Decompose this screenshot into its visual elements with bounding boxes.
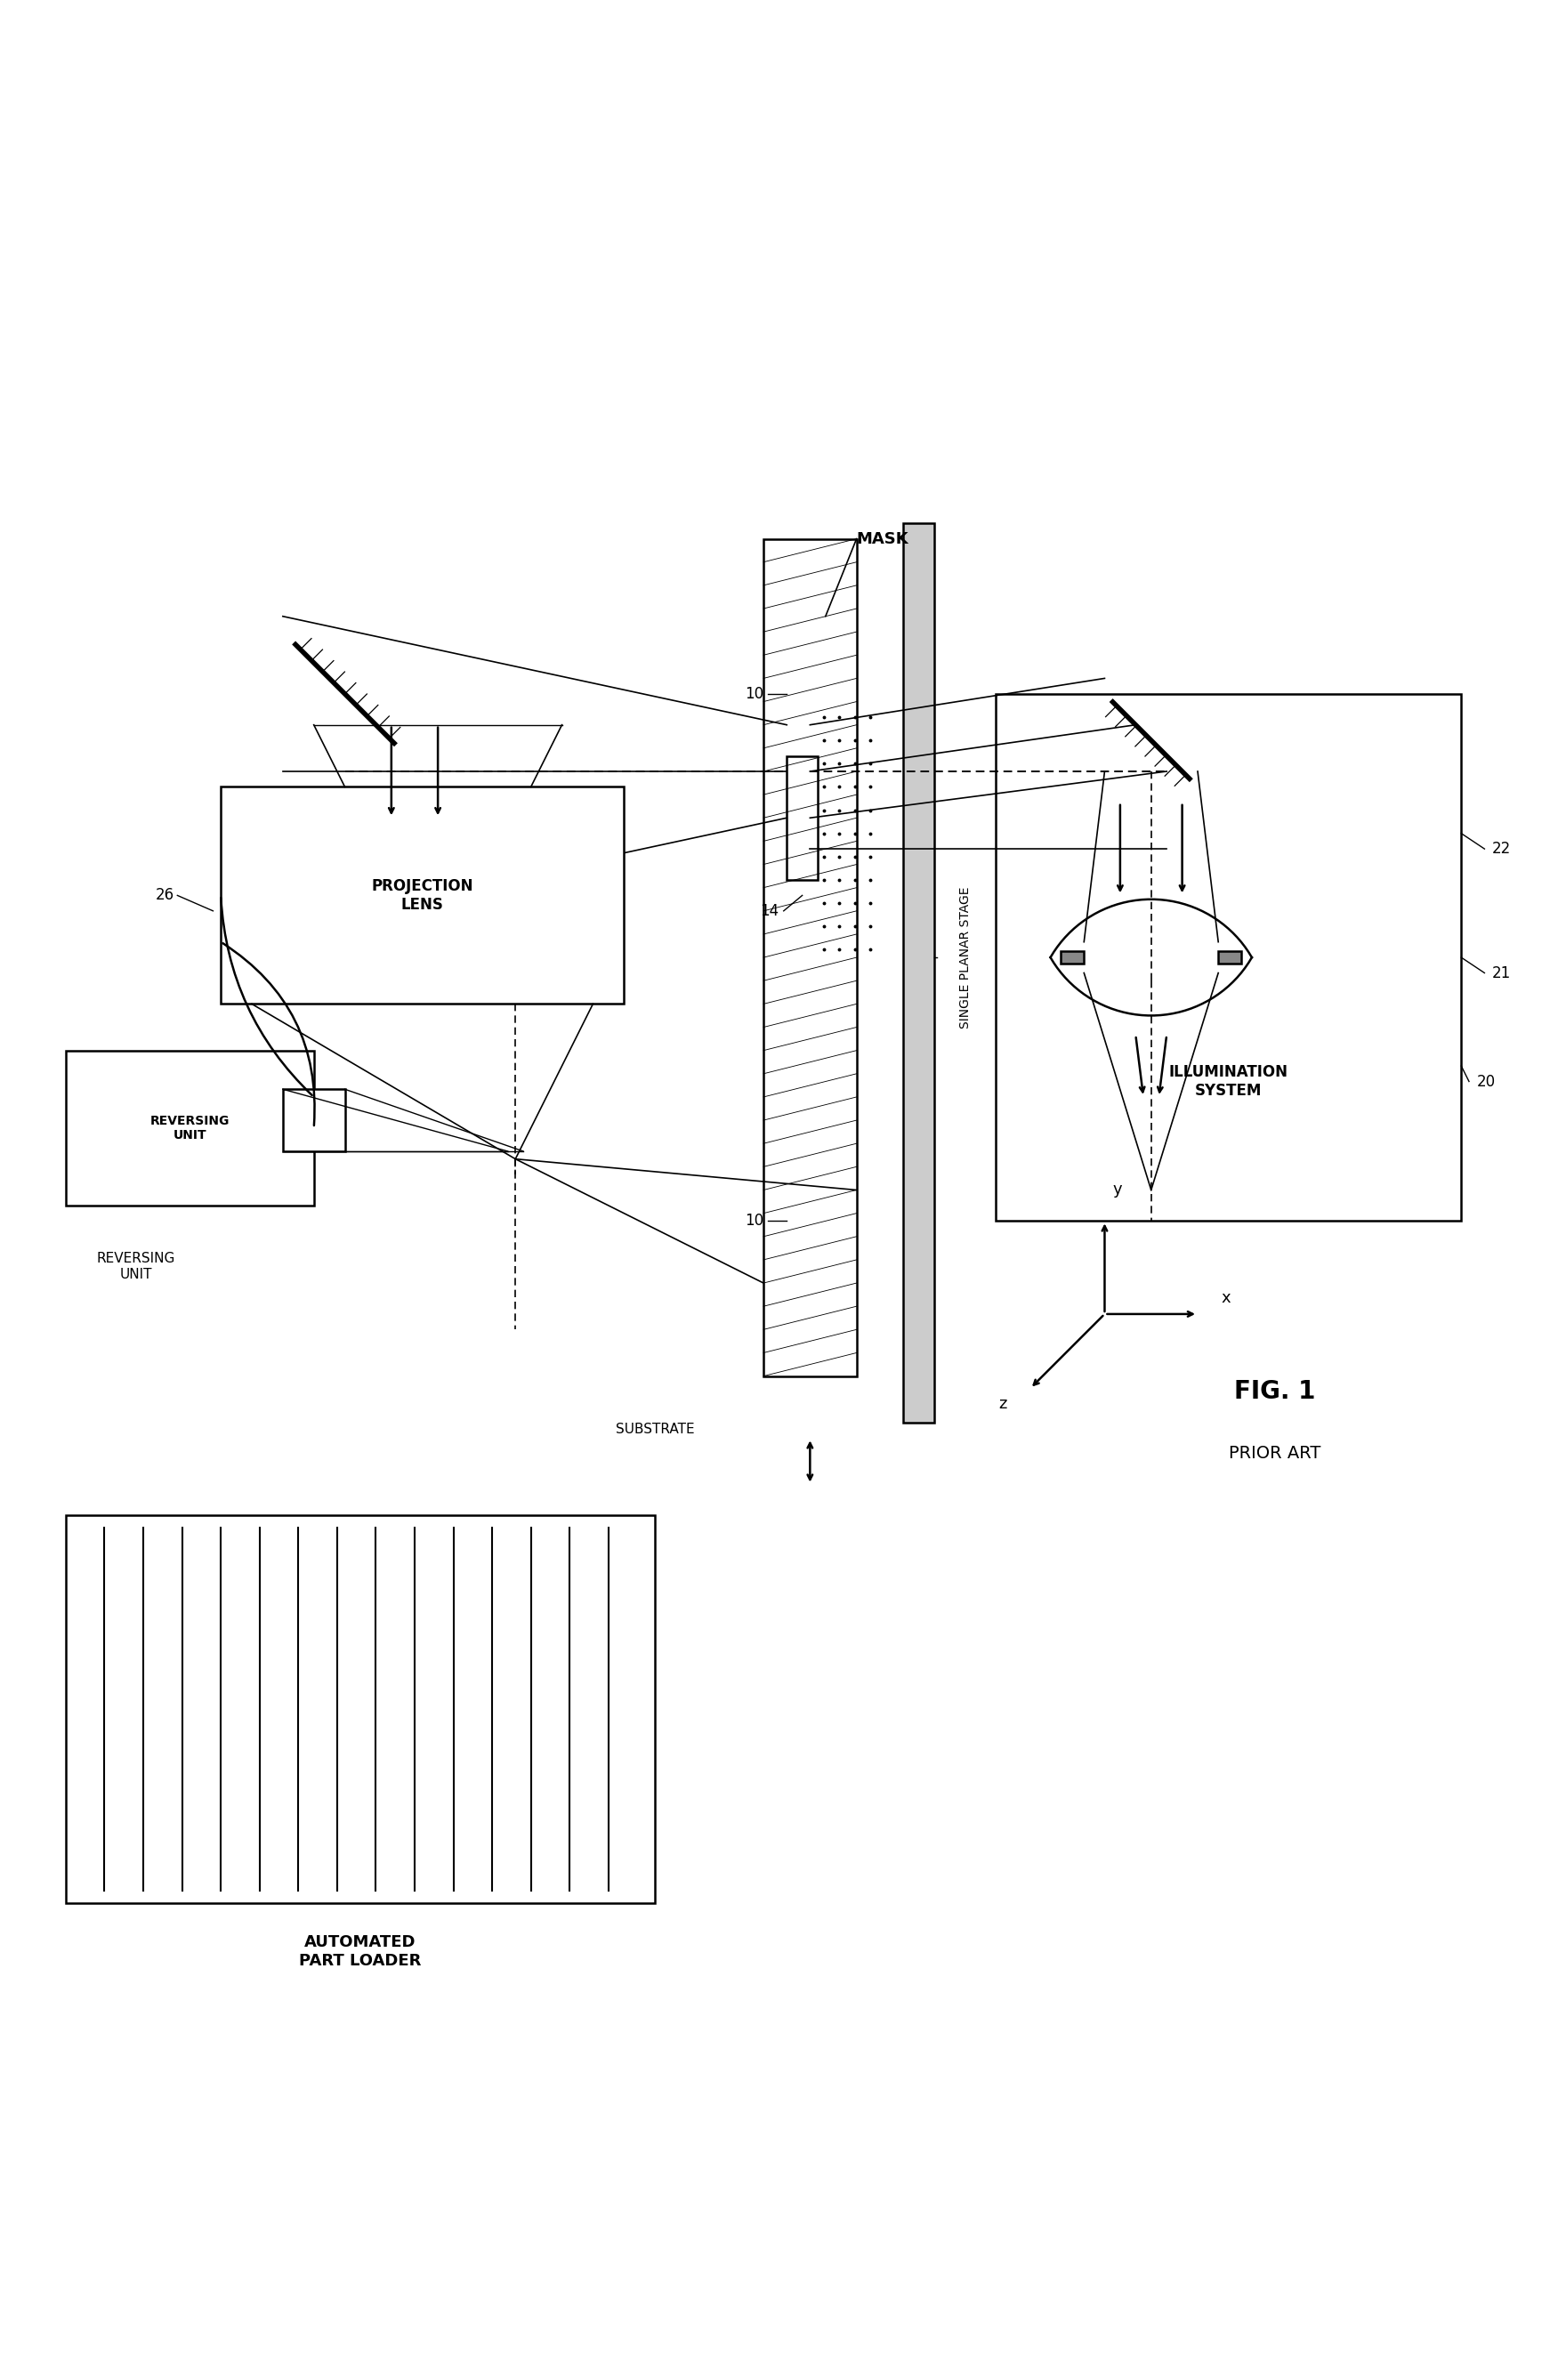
Text: SINGLE PLANAR STAGE: SINGLE PLANAR STAGE xyxy=(958,885,971,1028)
Text: REVERSING
UNIT: REVERSING UNIT xyxy=(97,1252,176,1280)
Bar xyxy=(284,1090,344,1152)
Bar xyxy=(65,1050,313,1207)
Text: 22: 22 xyxy=(1493,840,1511,857)
Text: SUBSTRATE: SUBSTRATE xyxy=(615,1423,695,1435)
Bar xyxy=(1061,952,1084,964)
Text: AUTOMATED
PART LOADER: AUTOMATED PART LOADER xyxy=(299,1935,422,1968)
Text: ILLUMINATION
SYSTEM: ILLUMINATION SYSTEM xyxy=(1168,1064,1288,1100)
Text: x: x xyxy=(1221,1290,1231,1307)
Text: FIG. 1: FIG. 1 xyxy=(1234,1378,1317,1404)
Text: 10: 10 xyxy=(745,685,763,702)
Text: y: y xyxy=(1112,1183,1122,1197)
Bar xyxy=(221,788,623,1004)
Text: PRIOR ART: PRIOR ART xyxy=(1229,1445,1321,1461)
Text: 26: 26 xyxy=(156,888,174,904)
Text: 20: 20 xyxy=(1477,1073,1496,1090)
Text: MASK: MASK xyxy=(857,531,908,547)
Text: 21: 21 xyxy=(1493,964,1511,981)
Bar xyxy=(996,695,1461,1221)
Bar xyxy=(763,538,857,1376)
Bar xyxy=(65,1516,654,1904)
Text: 14: 14 xyxy=(760,902,779,919)
Bar xyxy=(904,524,935,1423)
Text: PROJECTION
LENS: PROJECTION LENS xyxy=(371,878,474,912)
Bar xyxy=(1218,952,1242,964)
Bar xyxy=(787,757,818,881)
Text: z: z xyxy=(999,1397,1006,1411)
Text: 10: 10 xyxy=(745,1214,763,1228)
Text: REVERSING
UNIT: REVERSING UNIT xyxy=(150,1114,229,1142)
